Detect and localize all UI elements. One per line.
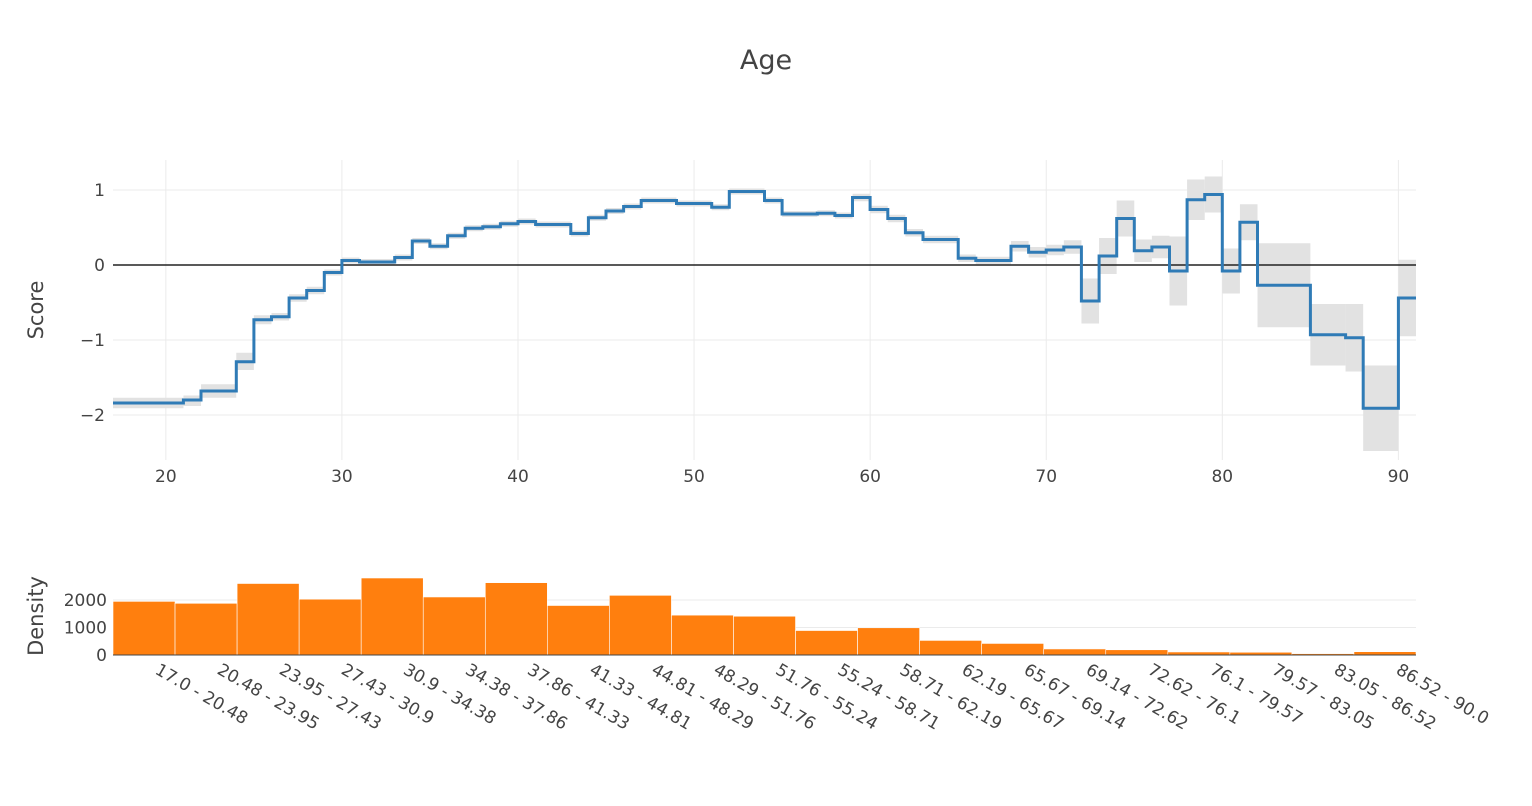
density-bar <box>360 577 424 656</box>
score-line <box>113 190 1416 410</box>
y-tick-label: −2 <box>80 406 105 426</box>
density-bar <box>112 601 176 656</box>
density-bar <box>981 643 1045 656</box>
x-tick-label: 60 <box>859 467 881 487</box>
x-tick-label: 40 <box>507 467 529 487</box>
y-tick-label: 0 <box>96 646 107 666</box>
y-axis-label: Score <box>24 281 48 340</box>
density-bar <box>547 605 610 656</box>
y-tick-label: 1 <box>94 181 105 201</box>
y-tick-label: 0 <box>94 256 105 276</box>
y-axis-label: Density <box>24 576 48 656</box>
density-bar <box>919 640 982 656</box>
density-bar <box>671 614 734 656</box>
density-bar <box>236 583 300 656</box>
x-tick-label: 50 <box>683 467 705 487</box>
y-tick-label: 2000 <box>64 591 107 611</box>
density-bar <box>484 582 548 656</box>
x-tick-label: 30 <box>331 467 353 487</box>
x-tick-label: 20 <box>155 467 177 487</box>
score-plot: 20 30 40 50 60 70 80 90 −2 −1 0 1 Score <box>24 160 1416 487</box>
density-bar <box>857 627 920 656</box>
density-bar <box>733 615 796 656</box>
density-bar <box>609 595 672 656</box>
chart-title: Age <box>740 45 792 76</box>
x-tick-label: 80 <box>1211 467 1233 487</box>
density-bar <box>422 596 486 656</box>
density-bar <box>298 598 362 656</box>
density-bar <box>1105 649 1169 656</box>
x-tick-label: 90 <box>1388 467 1410 487</box>
density-bar <box>174 602 238 656</box>
x-tick-label: 70 <box>1035 467 1057 487</box>
y-tick-label: 1000 <box>64 619 107 639</box>
y-tick-label: −1 <box>80 331 105 351</box>
density-bar <box>795 630 858 656</box>
density-bar <box>1043 648 1107 656</box>
